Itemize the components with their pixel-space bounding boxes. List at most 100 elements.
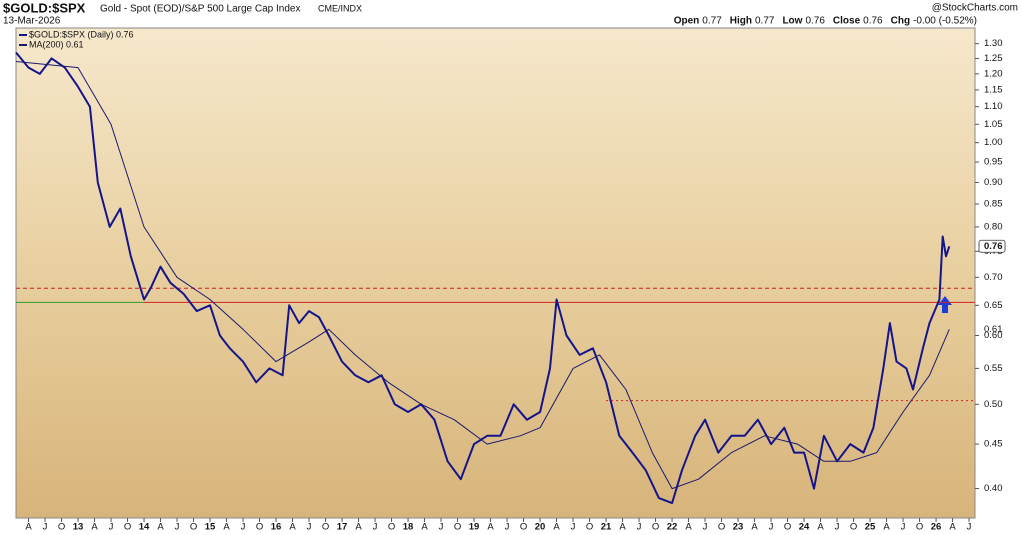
x-tick-label: A (817, 522, 824, 533)
x-tick-label: 17 (337, 522, 348, 533)
y-tick-label: 0.65 (984, 300, 1003, 311)
x-tick-label: O (388, 522, 395, 533)
x-tick-label: J (637, 522, 642, 533)
x-tick-label: 25 (865, 522, 876, 533)
x-tick-label: O (718, 522, 725, 533)
y-tick-label: 1.15 (984, 84, 1003, 95)
x-tick-label: 24 (799, 522, 810, 533)
exchange: CME/INDX (318, 3, 362, 13)
x-tick-label: J (835, 522, 840, 533)
title: $GOLD:$SPX (3, 0, 86, 15)
x-tick-label: A (421, 522, 428, 533)
series-line (15, 61, 950, 490)
x-tick-label: 19 (469, 522, 480, 533)
quote-value: 0.77 (755, 16, 775, 27)
x-tick-label: O (454, 522, 461, 533)
x-tick-label: J (109, 522, 114, 533)
y-tick-label: 0.40 (984, 483, 1003, 494)
x-tick-label: 22 (667, 522, 678, 533)
series-line (15, 51, 951, 504)
x-tick-label: A (685, 522, 692, 533)
y-tick-label: 0.70 (984, 272, 1003, 283)
x-tick-label: J (505, 522, 510, 533)
x-tick-label: A (883, 522, 890, 533)
y-tick-label: 0.80 (984, 221, 1003, 232)
x-tick-label: J (241, 522, 246, 533)
quote-value: 0.77 (702, 16, 722, 27)
x-tick-label: 16 (271, 522, 282, 533)
date: 13-Mar-2026 (3, 16, 61, 27)
last-value-label: 0.61 (984, 324, 1003, 335)
quote-label: Chg (891, 16, 910, 27)
x-tick-label: J (571, 522, 576, 533)
quote-label: Close (833, 16, 861, 27)
x-tick-label: A (487, 522, 494, 533)
x-tick-label: O (916, 522, 923, 533)
source: @StockCharts.com (932, 3, 1018, 14)
x-tick-label: J (703, 522, 708, 533)
x-tick-label: J (901, 522, 906, 533)
last-value-box (978, 239, 1006, 253)
y-tick-label: 1.20 (984, 68, 1003, 79)
x-tick-label: 15 (205, 522, 216, 533)
y-tick-label: 0.60 (984, 330, 1003, 341)
quote-value: -0.00 (-0.52%) (913, 16, 977, 27)
x-tick-label: 20 (535, 522, 546, 533)
x-tick-label: A (553, 522, 560, 533)
x-tick-label: 26 (931, 522, 942, 533)
x-tick-label: O (784, 522, 791, 533)
y-tick-label: 0.90 (984, 177, 1003, 188)
x-tick-label: J (439, 522, 444, 533)
y-tick-label: 0.85 (984, 199, 1003, 210)
x-tick-label: J (43, 522, 48, 533)
x-tick-label: 13 (73, 522, 84, 533)
x-tick-label: O (256, 522, 263, 533)
x-tick-label: A (223, 522, 230, 533)
y-tick-label: 1.00 (984, 137, 1003, 148)
x-tick-label: J (967, 522, 972, 533)
x-tick-label: O (190, 522, 197, 533)
x-tick-label: O (520, 522, 527, 533)
x-tick-label: J (373, 522, 378, 533)
y-tick-label: 1.25 (984, 53, 1003, 64)
x-tick-label: O (652, 522, 659, 533)
quote-label: High (730, 16, 752, 27)
y-tick-label: 0.45 (984, 439, 1003, 450)
x-tick-label: A (91, 522, 98, 533)
last-value-label: 0.76 (984, 241, 1003, 252)
legend-label: $GOLD:$SPX (Daily) 0.76 (29, 29, 134, 39)
x-tick-label: A (157, 522, 164, 533)
x-tick-label: O (322, 522, 329, 533)
x-tick-label: 21 (601, 522, 612, 533)
quote-value: 0.76 (805, 16, 825, 27)
quote-value: 0.76 (863, 16, 883, 27)
y-tick-label: 1.10 (984, 101, 1003, 112)
x-tick-label: J (175, 522, 180, 533)
subtitle: Gold - Spot (EOD)/S&P 500 Large Cap Inde… (100, 4, 300, 15)
x-tick-label: O (124, 522, 131, 533)
x-tick-label: O (586, 522, 593, 533)
x-tick-label: A (751, 522, 758, 533)
x-tick-label: A (619, 522, 626, 533)
x-tick-label: J (307, 522, 312, 533)
x-tick-label: 18 (403, 522, 414, 533)
quote-label: Low (782, 16, 802, 27)
plot-area (15, 27, 976, 519)
x-tick-label: O (850, 522, 857, 533)
y-tick-label: 0.50 (984, 399, 1003, 410)
x-tick-label: 14 (139, 522, 150, 533)
y-tick-label: 1.05 (984, 119, 1003, 130)
arrow-marker (938, 296, 952, 313)
x-tick-label: A (949, 522, 956, 533)
x-tick-label: A (355, 522, 362, 533)
quote-label: Open (674, 16, 700, 27)
x-tick-label: 23 (733, 522, 744, 533)
y-tick-label: 0.55 (984, 363, 1003, 374)
y-tick-label: 0.95 (984, 157, 1003, 168)
x-tick-label: J (769, 522, 774, 533)
legend-label: MA(200) 0.61 (29, 39, 84, 49)
y-tick-label: 1.30 (984, 38, 1003, 49)
x-tick-label: A (289, 522, 296, 533)
